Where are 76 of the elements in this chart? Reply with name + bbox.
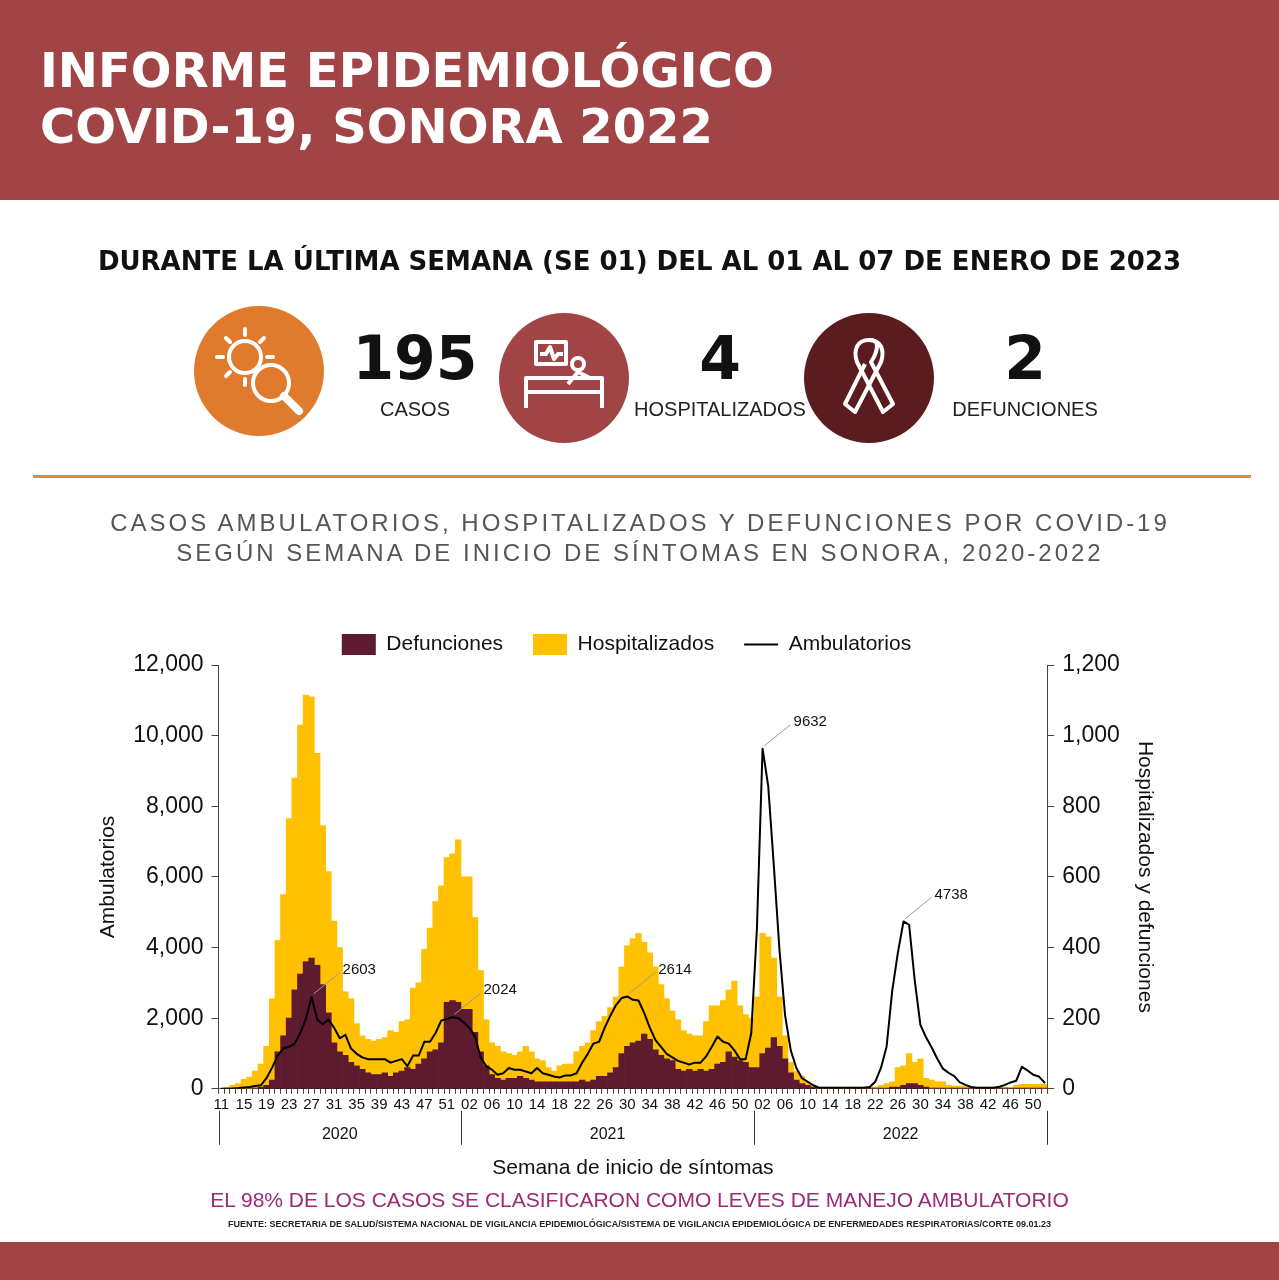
x-tick-label: 14 bbox=[528, 1094, 546, 1112]
x-tick-label: 11 bbox=[213, 1094, 230, 1112]
x-tick-label: 38 bbox=[664, 1094, 681, 1112]
text: DURANTE LA ÚLTIMA SEMANA (SE 01) DEL AL 01 AL 07 DE ENERO DE 2023 bbox=[96, 246, 1183, 276]
y-tick-label: 8,000 bbox=[145, 791, 204, 818]
y2-tick-label: 1,200 bbox=[1062, 650, 1120, 677]
text: 2020 bbox=[321, 1125, 358, 1143]
data-label: 4738 bbox=[934, 884, 968, 902]
x-tick-label: 23 bbox=[280, 1094, 298, 1112]
text: 4 bbox=[698, 323, 742, 393]
text: HOSPITALIZADOS bbox=[633, 398, 807, 421]
x-tick-label: 27 bbox=[303, 1094, 320, 1112]
legend-label: Ambulatorios bbox=[788, 631, 912, 655]
x-tick-label: 39 bbox=[370, 1094, 388, 1112]
y2-tick-label: 200 bbox=[1062, 1003, 1101, 1030]
y2-tick-label: 0 bbox=[1062, 1074, 1076, 1101]
x-tick-label: 02 bbox=[754, 1094, 771, 1112]
text: DEFUNCIONES bbox=[951, 398, 1099, 421]
x-tick-label: 30 bbox=[912, 1094, 929, 1112]
x-tick-label: 47 bbox=[415, 1094, 433, 1112]
x-tick-label: 38 bbox=[957, 1094, 974, 1112]
x-tick-label: 34 bbox=[934, 1094, 952, 1112]
text: 2 bbox=[1003, 323, 1047, 393]
y-tick-label: 4,000 bbox=[145, 932, 204, 959]
x-tick-label: 42 bbox=[979, 1094, 997, 1112]
x-tick-label: 26 bbox=[596, 1094, 614, 1112]
x-tick-label: 22 bbox=[866, 1094, 884, 1112]
x-tick-label: 26 bbox=[889, 1094, 907, 1112]
text: 2022 bbox=[882, 1125, 919, 1143]
x-tick-label: 18 bbox=[844, 1094, 862, 1112]
x-tick-label: 10 bbox=[506, 1094, 523, 1112]
text: 195 bbox=[351, 323, 479, 393]
x-tick-label: 43 bbox=[393, 1094, 411, 1112]
source-note: FUENTE: SECRETARIA DE SALUD/SISTEMA NACIONAL DE VIGILANCIA EPIDEMIOLÓGICA/SISTEMA DE VIGILANCIA EPIDEMIOLÓGICA DE ENFERMEDADES RESPIRATORIAS/CORTE 09.01.23 bbox=[227, 1219, 1052, 1229]
y-tick-label: 0 bbox=[190, 1074, 204, 1101]
y-tick-label: 2,000 bbox=[145, 1003, 204, 1030]
text: EL 98% DE LOS CASOS SE CLASIFICARON COMO LEVES DE MANEJO AMBULATORIO bbox=[209, 1188, 1070, 1212]
x-tick-label: 02 bbox=[461, 1094, 478, 1112]
y2-tick-label: 400 bbox=[1062, 932, 1101, 959]
x-tick-label: 42 bbox=[686, 1094, 704, 1112]
data-label: 9632 bbox=[793, 711, 827, 729]
x-tick-label: 50 bbox=[731, 1094, 749, 1112]
x-tick-label: 51 bbox=[438, 1094, 456, 1112]
text: CASOS bbox=[379, 398, 451, 421]
y2-axis-title: Hospitalizados y defunciones bbox=[1134, 740, 1158, 1013]
data-label: 2603 bbox=[342, 960, 376, 978]
x-tick-label: 18 bbox=[551, 1094, 568, 1112]
y2-tick-label: 800 bbox=[1062, 791, 1101, 818]
x-tick-label: 06 bbox=[483, 1094, 501, 1112]
x-axis-title: Semana de inicio de síntomas bbox=[492, 1155, 774, 1179]
chart-title: CASOS AMBULATORIOS, HOSPITALIZADOS Y DEFUNCIONES POR COVID-19 SEGÚN SEMANA DE INICIO DE SÍNTOMAS EN SONORA, 2020-2022 bbox=[109, 508, 1171, 568]
legend-label: Defunciones bbox=[386, 631, 504, 655]
x-tick-label: 31 bbox=[325, 1094, 343, 1112]
x-tick-label: 46 bbox=[1002, 1094, 1019, 1112]
data-label: 2024 bbox=[483, 980, 517, 998]
text: INFORME EPIDEMIOLÓGICO COVID-19, SONORA 2022 bbox=[40, 42, 775, 154]
y2-tick-label: 600 bbox=[1062, 862, 1101, 889]
x-tick-label: 50 bbox=[1024, 1094, 1042, 1112]
x-tick-label: 35 bbox=[348, 1094, 366, 1112]
x-tick-label: 06 bbox=[776, 1094, 794, 1112]
x-tick-label: 30 bbox=[618, 1094, 636, 1112]
y-tick-label: 12,000 bbox=[133, 650, 204, 677]
y2-tick-label: 1,000 bbox=[1062, 720, 1120, 747]
y-tick-label: 6,000 bbox=[145, 862, 204, 889]
x-tick-label: 46 bbox=[709, 1094, 726, 1112]
x-tick-label: 19 bbox=[258, 1094, 275, 1112]
x-tick-label: 14 bbox=[821, 1094, 839, 1112]
y-axis-title: Ambulatorios bbox=[95, 815, 119, 939]
x-tick-label: 34 bbox=[641, 1094, 659, 1112]
y-tick-label: 10,000 bbox=[133, 720, 204, 747]
x-tick-label: 10 bbox=[799, 1094, 816, 1112]
data-label: 2614 bbox=[658, 959, 692, 977]
x-tick-label: 22 bbox=[573, 1094, 591, 1112]
x-tick-label: 15 bbox=[235, 1094, 253, 1112]
legend-label: Hospitalizados bbox=[577, 631, 715, 655]
text: 2021 bbox=[589, 1125, 626, 1143]
